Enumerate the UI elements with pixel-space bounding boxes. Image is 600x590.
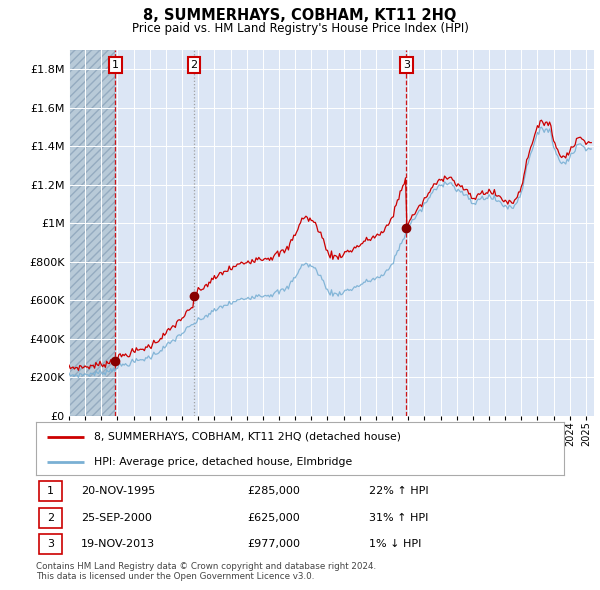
Text: 22% ↑ HPI: 22% ↑ HPI: [368, 486, 428, 496]
Text: £285,000: £285,000: [247, 486, 300, 496]
Text: 3: 3: [403, 60, 410, 70]
Text: 8, SUMMERHAYS, COBHAM, KT11 2HQ (detached house): 8, SUMMERHAYS, COBHAM, KT11 2HQ (detache…: [94, 432, 401, 442]
Text: 20-NOV-1995: 20-NOV-1995: [81, 486, 155, 496]
Bar: [38, 481, 62, 501]
Text: £977,000: £977,000: [247, 539, 300, 549]
Text: 8, SUMMERHAYS, COBHAM, KT11 2HQ: 8, SUMMERHAYS, COBHAM, KT11 2HQ: [143, 8, 457, 22]
Bar: [69, 50, 115, 416]
Text: 3: 3: [47, 539, 54, 549]
Text: Contains HM Land Registry data © Crown copyright and database right 2024.
This d: Contains HM Land Registry data © Crown c…: [36, 562, 376, 581]
Text: 25-SEP-2000: 25-SEP-2000: [81, 513, 152, 523]
Text: Price paid vs. HM Land Registry's House Price Index (HPI): Price paid vs. HM Land Registry's House …: [131, 22, 469, 35]
Text: 1: 1: [47, 486, 54, 496]
Text: 2: 2: [47, 513, 54, 523]
Bar: [38, 535, 62, 554]
Text: 1% ↓ HPI: 1% ↓ HPI: [368, 539, 421, 549]
Text: 2: 2: [190, 60, 197, 70]
Text: 1: 1: [112, 60, 119, 70]
Text: £625,000: £625,000: [247, 513, 300, 523]
Text: 19-NOV-2013: 19-NOV-2013: [81, 539, 155, 549]
Bar: [38, 508, 62, 527]
Text: 31% ↑ HPI: 31% ↑ HPI: [368, 513, 428, 523]
Bar: [69, 50, 115, 416]
Text: HPI: Average price, detached house, Elmbridge: HPI: Average price, detached house, Elmb…: [94, 457, 352, 467]
